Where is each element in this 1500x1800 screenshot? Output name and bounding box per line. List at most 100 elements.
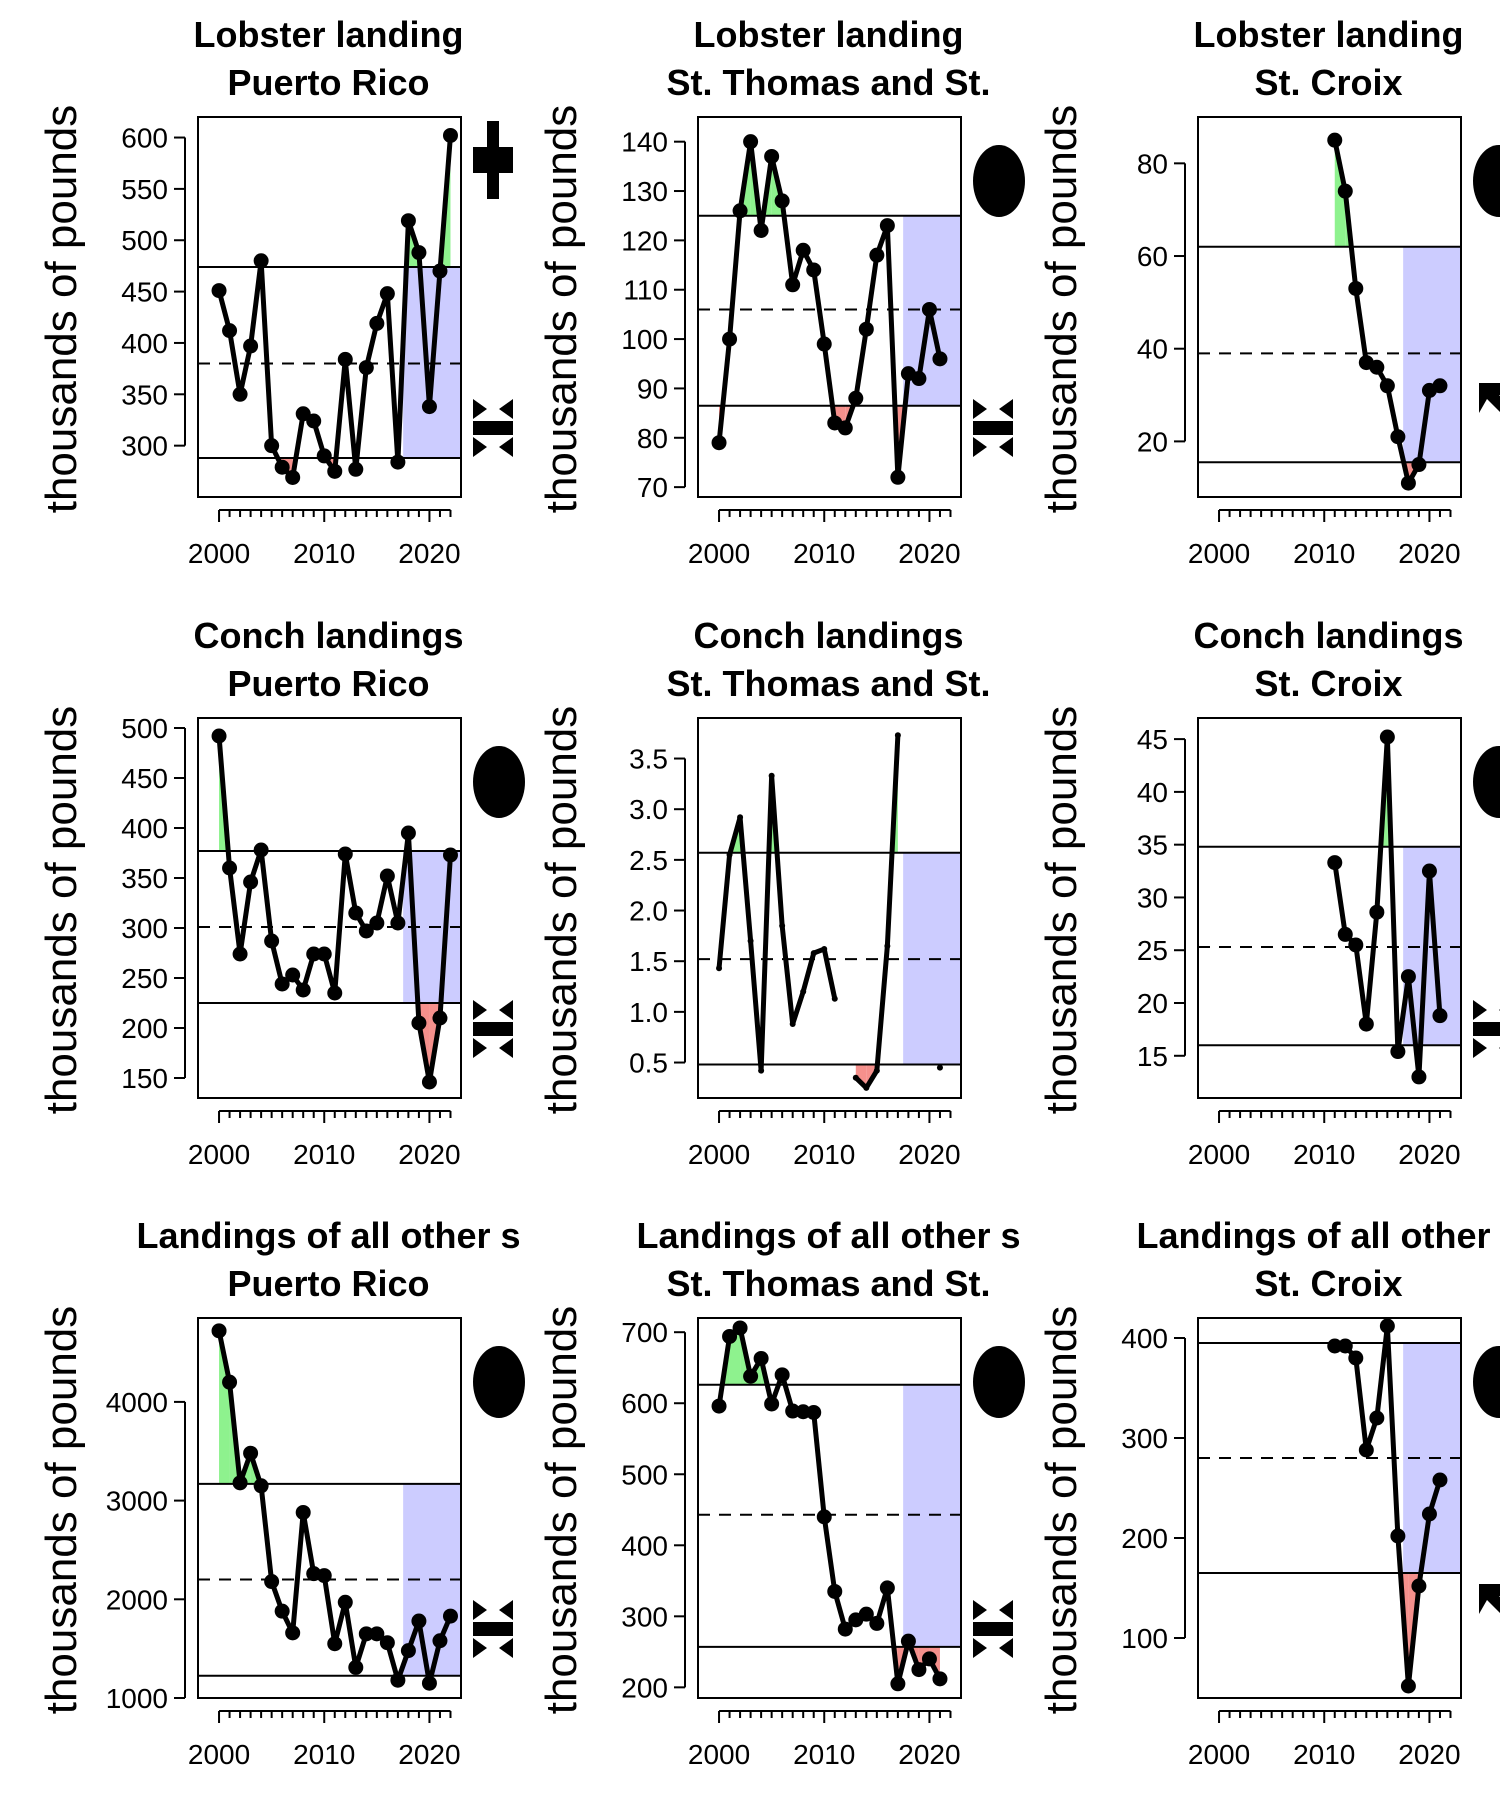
x-tick-label: 2010 — [793, 1139, 855, 1170]
data-point — [1369, 1410, 1385, 1426]
plot-frame — [197, 116, 462, 498]
data-point — [337, 846, 353, 862]
panel-subtitle: St. Croix — [1254, 1263, 1402, 1304]
data-point — [936, 1064, 943, 1071]
data-point — [1411, 1069, 1427, 1085]
data-point — [379, 286, 395, 302]
data-point — [911, 371, 927, 387]
series-line — [716, 1325, 943, 1687]
data-point — [722, 1328, 738, 1344]
y-tick-label: 200 — [121, 1013, 168, 1044]
data-point — [810, 950, 817, 957]
y-axis-label: thousands of pounds — [537, 105, 586, 514]
data-point — [764, 1396, 780, 1412]
data-point — [243, 338, 259, 354]
y-tick-label: 140 — [621, 127, 668, 158]
x-tick-label: 2000 — [1188, 1139, 1250, 1170]
y-tick-label: 1.5 — [629, 946, 668, 977]
x-tick-label: 2010 — [793, 1739, 855, 1770]
series-line — [716, 139, 943, 480]
y-axis-label: thousands of pounds — [537, 1306, 586, 1715]
data-point — [411, 245, 427, 261]
x-tick-label: 2010 — [1293, 538, 1355, 569]
y-tick-label: 550 — [121, 174, 168, 205]
y-tick-label: 500 — [121, 713, 168, 744]
data-point — [358, 360, 374, 376]
y-axis-label: thousands of pounds — [37, 1306, 86, 1715]
panel-subtitle: Puerto Rico — [227, 62, 429, 103]
x-tick-label: 2010 — [793, 538, 855, 569]
x-tick-label: 2000 — [1188, 1739, 1250, 1770]
data-point — [253, 1478, 269, 1494]
panel-title: Lobster landing — [194, 14, 464, 55]
y-tick-label: 20 — [1137, 426, 1168, 457]
panel-subtitle: St. Croix — [1254, 62, 1402, 103]
y-tick-label: 700 — [621, 1317, 668, 1348]
data-point — [1432, 378, 1448, 394]
data-point — [390, 1672, 406, 1688]
data-point — [1400, 969, 1416, 985]
data-point — [211, 283, 227, 299]
data-point — [1379, 1318, 1395, 1334]
y-tick-label: 400 — [621, 1530, 668, 1561]
data-point — [390, 915, 406, 931]
data-point — [243, 874, 259, 890]
y-tick-label: 30 — [1137, 882, 1168, 913]
data-point — [816, 1509, 832, 1525]
circle-symbol-icon — [1473, 145, 1500, 217]
data-point — [348, 1659, 364, 1675]
data-point — [306, 946, 322, 962]
y-tick-label: 450 — [121, 277, 168, 308]
data-point — [884, 943, 891, 949]
data-point — [411, 1613, 427, 1629]
y-axis-label: thousands of pounds — [37, 706, 86, 1115]
data-point — [253, 253, 269, 269]
y-tick-label: 80 — [637, 423, 668, 454]
x-tick-label: 2010 — [293, 1739, 355, 1770]
panel-title: Conch landings — [1194, 615, 1464, 656]
y-tick-label: 350 — [121, 379, 168, 410]
panel-7: Landings of all other s Puerto Rico thousa… — [37, 1215, 525, 1770]
y-tick-label: 250 — [121, 963, 168, 994]
data-point — [852, 1074, 859, 1081]
data-point — [264, 438, 280, 454]
data-point — [932, 1671, 948, 1687]
panel-1: Lobster landing Puerto Rico thousands of p… — [37, 14, 513, 569]
panel-title: Landings of all other s — [636, 1215, 1020, 1256]
x-tick-label: 2020 — [398, 1739, 460, 1770]
plot-frame — [697, 1317, 962, 1699]
y-tick-label: 400 — [121, 813, 168, 844]
y-tick-label: 500 — [121, 225, 168, 256]
y-tick-label: 90 — [637, 373, 668, 404]
data-point — [1411, 457, 1427, 473]
diagonal-arrow-icon — [1479, 383, 1500, 413]
data-point — [726, 851, 733, 858]
data-point — [1390, 1044, 1406, 1060]
data-point — [1379, 729, 1395, 745]
data-point — [1358, 1442, 1374, 1458]
data-point — [243, 1445, 259, 1461]
y-tick-label: 45 — [1137, 724, 1168, 755]
down-symbol-icon — [1473, 1022, 1500, 1036]
data-point — [890, 469, 906, 485]
y-axis-label: thousands of pounds — [1037, 1306, 1086, 1715]
data-point — [785, 277, 801, 293]
data-point — [421, 1074, 437, 1090]
data-point — [806, 1404, 822, 1420]
data-point — [816, 336, 832, 352]
data-point — [222, 1374, 238, 1390]
data-point — [348, 461, 364, 477]
data-point — [806, 262, 822, 278]
data-point — [1337, 926, 1353, 942]
data-point — [1379, 378, 1395, 394]
excursion-fills — [219, 1330, 432, 1684]
data-point — [400, 213, 416, 229]
data-point — [921, 1651, 937, 1667]
panel-subtitle: Puerto Rico — [227, 663, 429, 704]
data-point — [285, 1625, 301, 1641]
data-point — [1432, 1008, 1448, 1024]
data-point — [737, 814, 744, 821]
data-point — [295, 1504, 311, 1520]
data-point — [911, 1662, 927, 1678]
